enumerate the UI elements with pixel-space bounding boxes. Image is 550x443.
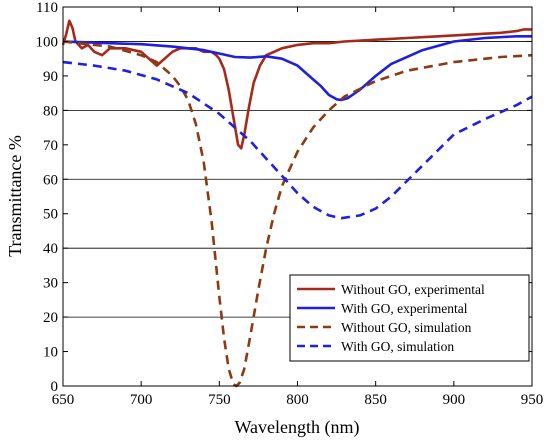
x-axis-label: Wavelength (nm)	[234, 417, 359, 438]
x-tick-label: 800	[286, 392, 309, 408]
y-tick-label: 100	[36, 34, 59, 50]
x-tick-label: 750	[208, 392, 231, 408]
y-tick-label: 40	[43, 241, 58, 257]
y-tick-label: 60	[43, 172, 58, 188]
x-tick-label: 650	[52, 392, 75, 408]
legend-label-with-go-simulation: With GO, simulation	[341, 339, 454, 354]
x-tick-label: 850	[364, 392, 387, 408]
y-tick-label: 30	[43, 276, 58, 292]
legend-label-with-go-experimental: With GO, experimental	[341, 301, 468, 316]
legend-label-without-go-simulation: Without GO, simulation	[341, 320, 472, 335]
series-line-with-go-simulation	[62, 60, 533, 220]
series-line-without-go-simulation	[62, 40, 533, 388]
legend: Without GO, experimental With GO, experim…	[289, 274, 530, 362]
y-tick-label: 110	[36, 0, 58, 16]
x-tick-label: 900	[443, 392, 466, 408]
axis-ticks: 650 700 750 800 850 900 950 0 10 20 30 40 50 60 70 80 90…	[36, 0, 544, 408]
series-line-with-go-experimental	[62, 34, 532, 102]
y-axis-label: Transmittance %	[5, 135, 25, 257]
x-tick-label: 700	[130, 392, 153, 408]
y-tick-label: 50	[43, 207, 58, 223]
y-tick-label: 20	[43, 310, 58, 326]
y-tick-label: 80	[43, 103, 58, 119]
series-group	[61, 19, 533, 388]
legend-label-without-go-experimental: Without GO, experimental	[341, 282, 485, 297]
series-line-without-go-experimental	[61, 19, 532, 150]
y-tick-label: 90	[43, 69, 58, 85]
x-tick-label: 950	[521, 392, 544, 408]
y-tick-label: 0	[51, 379, 59, 395]
y-tick-label: 70	[43, 138, 58, 154]
y-tick-label: 10	[43, 345, 58, 361]
